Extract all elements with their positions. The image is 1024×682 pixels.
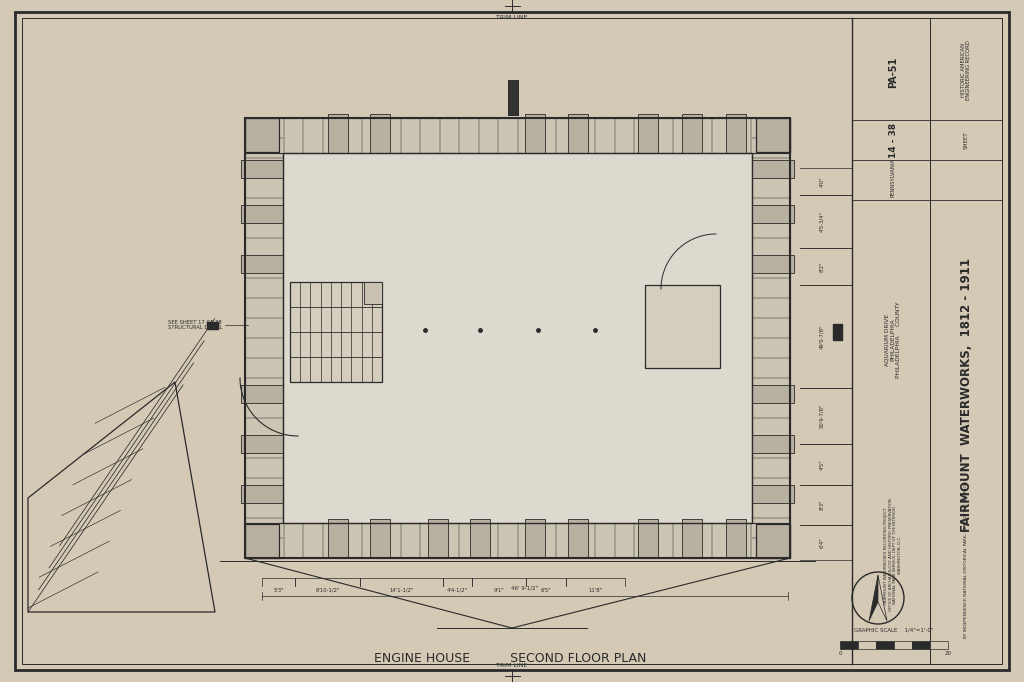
Text: 4'5-3/4": 4'5-3/4" <box>819 211 824 232</box>
Bar <box>245 118 283 558</box>
Bar <box>894 641 912 649</box>
Text: 49'0-7/8": 49'0-7/8" <box>819 325 824 349</box>
Bar <box>525 114 545 153</box>
Bar <box>840 641 858 649</box>
Bar <box>328 519 348 558</box>
Text: 5'3": 5'3" <box>273 588 284 593</box>
Bar <box>858 641 876 649</box>
Text: 8'2": 8'2" <box>819 261 824 272</box>
Text: 14'1-1/2": 14'1-1/2" <box>389 588 414 593</box>
Bar <box>207 322 219 330</box>
Bar <box>241 385 283 403</box>
Text: SEE SHEET 17 OF 38
STRUCTURAL DETAIL: SEE SHEET 17 OF 38 STRUCTURAL DETAIL <box>168 320 222 330</box>
Bar <box>370 519 390 558</box>
Bar <box>752 255 794 273</box>
Text: 8'3": 8'3" <box>819 500 824 510</box>
Bar <box>245 118 790 558</box>
Bar <box>645 285 720 368</box>
Bar <box>682 114 702 153</box>
Text: 9'1": 9'1" <box>494 588 504 593</box>
Polygon shape <box>878 575 887 621</box>
Bar <box>638 114 658 153</box>
Bar <box>930 641 948 649</box>
Bar <box>364 282 382 304</box>
Bar <box>876 641 894 649</box>
Bar <box>245 118 279 152</box>
Bar <box>245 524 279 558</box>
Text: BY INDEPENDENCE NATIONAL HISTORICAL PARK, DEPT OF THE INTERIOR: BY INDEPENDENCE NATIONAL HISTORICAL PARK… <box>964 481 968 638</box>
Bar <box>245 118 790 558</box>
Text: FAIRMOUNT WATERWORKS RECORDING PROJECT
OFFICE OF ARCHAEOLOGY AND HISTORIC PRESER: FAIRMOUNT WATERWORKS RECORDING PROJECT O… <box>884 499 902 611</box>
Bar <box>912 641 930 649</box>
Bar <box>682 519 702 558</box>
Bar <box>756 118 790 152</box>
Bar <box>290 282 382 382</box>
Bar <box>241 485 283 503</box>
Text: 4'0": 4'0" <box>819 176 824 187</box>
Text: HISTORIC AMERICAN
ENGINEERING RECORD: HISTORIC AMERICAN ENGINEERING RECORD <box>961 40 972 100</box>
Bar <box>245 118 790 153</box>
Bar <box>752 205 794 223</box>
Bar <box>752 485 794 503</box>
Bar <box>370 114 390 153</box>
Bar <box>726 114 746 153</box>
Text: 4'4-1/2": 4'4-1/2" <box>447 588 468 593</box>
Bar <box>833 324 842 340</box>
Text: 4'5": 4'5" <box>819 459 824 470</box>
Text: 6'5": 6'5" <box>541 588 551 593</box>
Text: 14 - 38: 14 - 38 <box>889 123 897 158</box>
Text: ENGINE HOUSE          SECOND FLOOR PLAN: ENGINE HOUSE SECOND FLOOR PLAN <box>374 651 646 664</box>
Bar <box>283 153 752 523</box>
Bar <box>470 519 490 558</box>
Bar <box>752 160 794 178</box>
Text: 0: 0 <box>839 651 842 656</box>
Text: TRIM LINE: TRIM LINE <box>497 663 527 668</box>
Polygon shape <box>869 575 878 621</box>
Text: 46' 9-1/2": 46' 9-1/2" <box>511 585 539 590</box>
Bar <box>241 160 283 178</box>
Text: AQUARIUM DRIVE
PHILADELPHIA
PHILADELPHIA     COUNTY: AQUARIUM DRIVE PHILADELPHIA PHILADELPHIA… <box>885 301 901 379</box>
Bar <box>752 435 794 453</box>
Bar <box>756 524 790 558</box>
Text: SHEET: SHEET <box>964 131 969 149</box>
Bar <box>245 523 790 558</box>
Bar <box>726 519 746 558</box>
Text: 50'9-7/8": 50'9-7/8" <box>819 404 824 428</box>
Text: GRAPHIC SCALE    1/4"=1'-0": GRAPHIC SCALE 1/4"=1'-0" <box>854 628 934 633</box>
Text: 20: 20 <box>944 651 951 656</box>
Bar <box>283 153 752 523</box>
Bar <box>568 519 588 558</box>
Bar <box>508 80 518 115</box>
Text: 11'8": 11'8" <box>589 588 602 593</box>
Text: FAIRMOUNT  WATERWORKS,  1812 - 1911: FAIRMOUNT WATERWORKS, 1812 - 1911 <box>959 258 973 532</box>
Text: 6'10-1/2": 6'10-1/2" <box>315 588 340 593</box>
Bar <box>428 519 449 558</box>
Bar <box>752 118 790 558</box>
Bar <box>525 519 545 558</box>
Bar <box>241 435 283 453</box>
Text: TRIM LINE: TRIM LINE <box>497 15 527 20</box>
Bar <box>241 255 283 273</box>
Bar <box>568 114 588 153</box>
Bar <box>241 205 283 223</box>
Text: PA-51: PA-51 <box>888 57 898 87</box>
Bar <box>638 519 658 558</box>
Bar <box>328 114 348 153</box>
Text: 6'4": 6'4" <box>819 537 824 548</box>
Bar <box>752 385 794 403</box>
Text: PENNSYLVANIA: PENNSYLVANIA <box>891 158 896 197</box>
